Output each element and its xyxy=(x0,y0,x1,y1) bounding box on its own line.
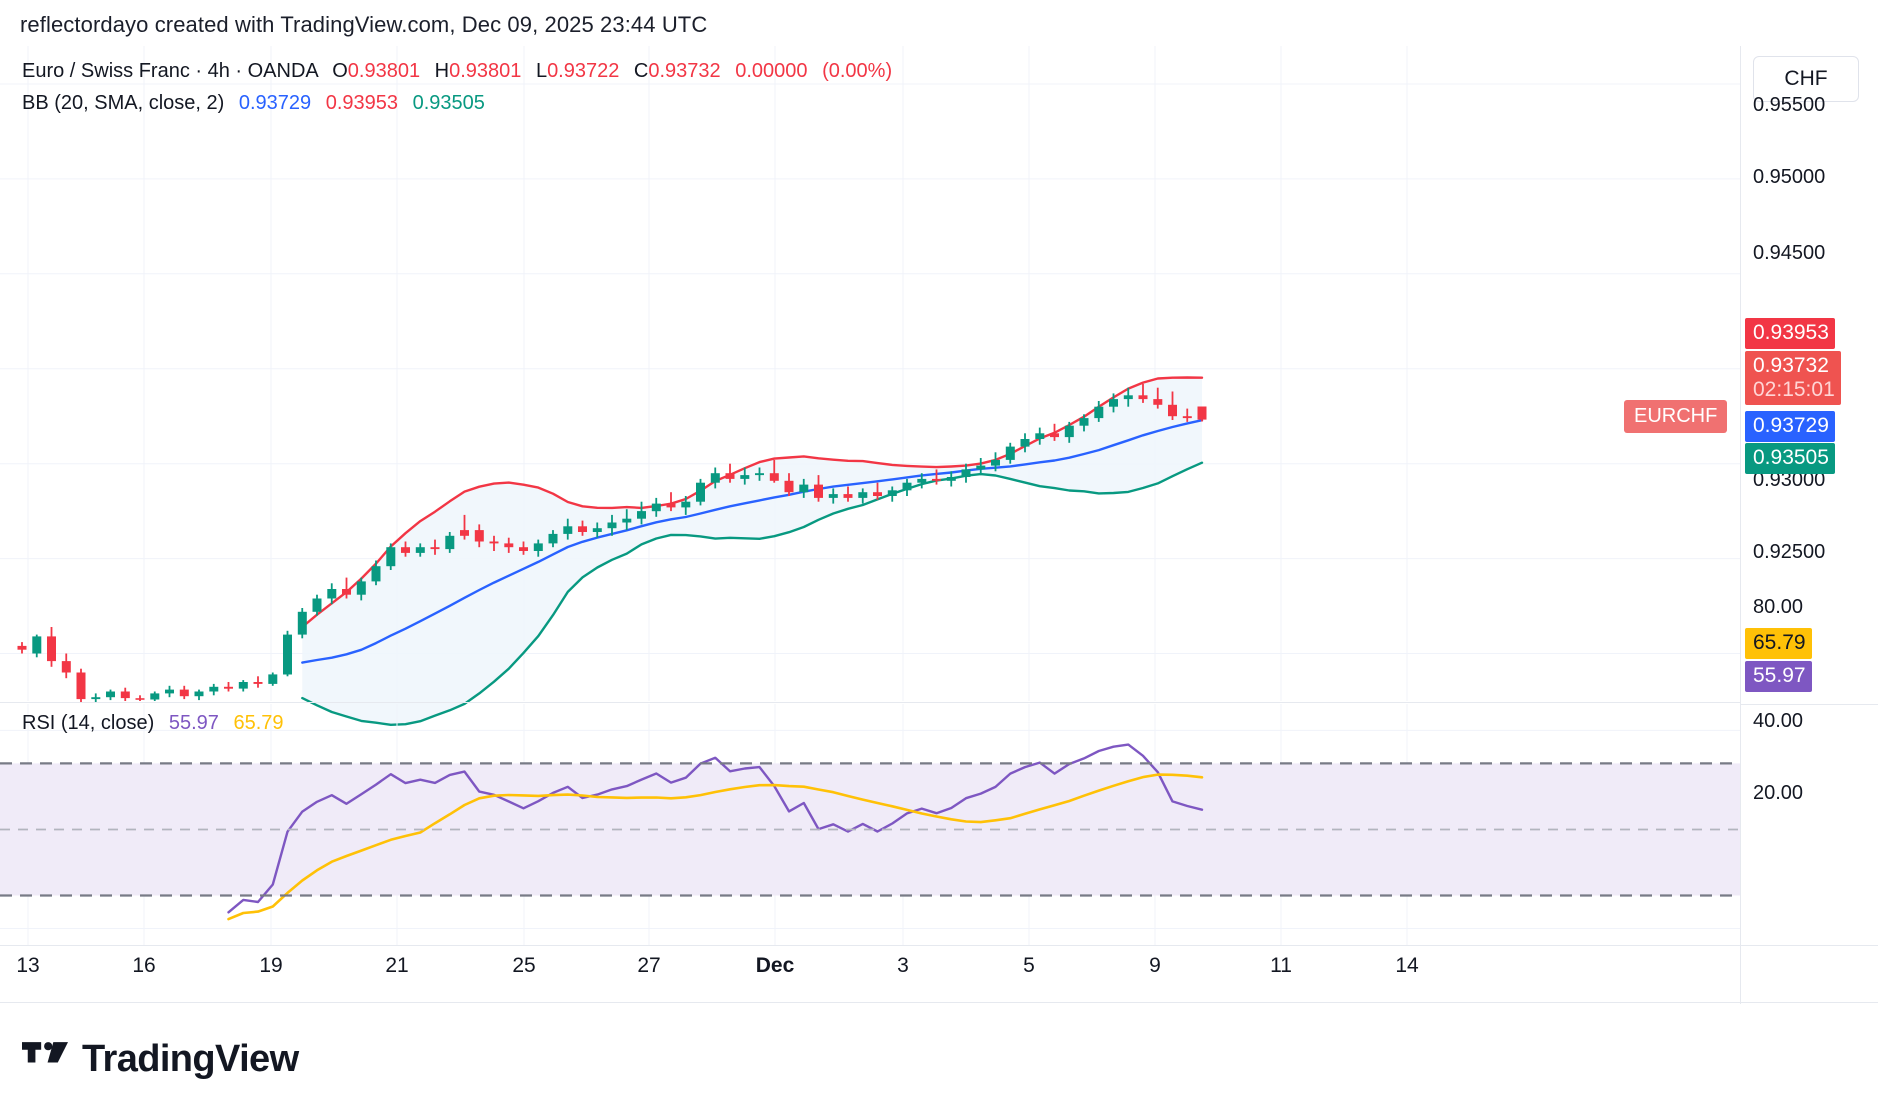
time-axis-label-4: 25 xyxy=(512,954,536,977)
price-tag-bb-upper[interactable]: 0.93953 xyxy=(1745,318,1835,349)
tradingview-wordmark: TradingView xyxy=(82,1038,299,1080)
time-axis-label-5: 27 xyxy=(637,954,661,977)
rsi-indicator-svg xyxy=(0,704,1740,945)
bb-legend-title: BB (20, SMA, close, 2) xyxy=(22,92,225,114)
chart-plot-area[interactable]: RSI (14, close) 55.97 65.79 Euro / Swiss… xyxy=(0,46,1740,945)
ohlc-low-label: L xyxy=(535,60,548,82)
rsi-pane[interactable]: RSI (14, close) 55.97 65.79 xyxy=(0,704,1740,945)
time-axis-label-11: 14 xyxy=(1395,954,1419,977)
time-axis-label-8: 5 xyxy=(1023,954,1035,977)
bar-countdown: 02:15:01 xyxy=(1753,377,1835,401)
rsi-legend-title: RSI (14, close) xyxy=(22,712,155,734)
symbol-price-tag[interactable]: EURCHF xyxy=(1624,400,1728,433)
rsi-tag-ma[interactable]: 65.79 xyxy=(1745,628,1812,659)
time-axis-label-7: 3 xyxy=(897,954,909,977)
time-axis-label-1: 16 xyxy=(132,954,156,977)
rsi-tick-1: 40.00 xyxy=(1753,710,1804,732)
price-tag-bb-basis[interactable]: 0.93729 xyxy=(1745,411,1835,442)
time-axis-label-10: 11 xyxy=(1270,954,1292,977)
attribution-text: reflectordayo created with TradingView.c… xyxy=(20,12,708,37)
rsi-legend-ma-value: 65.79 xyxy=(233,712,284,734)
price-tick-4: 0.92500 xyxy=(1753,541,1826,563)
bb-lower-value: 0.93505 xyxy=(412,92,485,114)
time-axis-label-3: 21 xyxy=(385,954,409,977)
ohlc-open-value: 0.93801 xyxy=(347,60,421,82)
time-axis-label-9: 9 xyxy=(1149,954,1161,977)
pane-separator xyxy=(0,702,1740,703)
price-pane[interactable] xyxy=(0,46,1740,726)
time-axis-label-0: 13 xyxy=(16,954,40,977)
price-tick-1: 0.95000 xyxy=(1753,166,1826,188)
rsi-tick-2: 20.00 xyxy=(1753,782,1804,804)
tradingview-logo[interactable]: TradingView xyxy=(22,1038,299,1081)
price-candlestick-svg xyxy=(0,46,1740,726)
last-price-value: 0.93732 xyxy=(1753,354,1829,377)
bb-upper-value: 0.93953 xyxy=(325,92,399,114)
time-axis[interactable]: 13 16 19 21 25 27 Dec 3 5 9 11 14 xyxy=(0,945,1878,1004)
ohlc-close-value: 0.93732 xyxy=(648,60,721,82)
symbol-legend[interactable]: Euro / Swiss Franc · 4h · OANDA O0.93801… xyxy=(22,60,892,83)
bollinger-bands-legend[interactable]: BB (20, SMA, close, 2) 0.93729 0.93953 0… xyxy=(22,92,485,115)
price-tick-0: 0.95500 xyxy=(1753,94,1826,116)
rsi-tag-value[interactable]: 55.97 xyxy=(1745,661,1812,692)
price-tag-last-price[interactable]: 0.93732 02:15:01 xyxy=(1745,351,1841,406)
price-tick-2: 0.94500 xyxy=(1753,242,1826,264)
symbol-legend-title: Euro / Swiss Franc · 4h · OANDA xyxy=(22,60,318,82)
price-tick-3: 0.93000 xyxy=(1753,469,1826,491)
price-tag-bb-lower[interactable]: 0.93505 xyxy=(1745,443,1835,474)
ohlc-change-percent: (0.00%) xyxy=(822,60,893,82)
bb-basis-value: 0.93729 xyxy=(238,92,312,114)
time-axis-divider xyxy=(1740,946,1741,1004)
time-axis-label-2: 19 xyxy=(259,954,283,977)
ohlc-change-value: 0.00000 xyxy=(735,60,808,82)
scale-pane-separator xyxy=(1741,704,1878,705)
rsi-legend[interactable]: RSI (14, close) 55.97 65.79 xyxy=(22,712,284,735)
ohlc-high-value: 0.93801 xyxy=(449,60,522,82)
ohlc-low-value: 0.93722 xyxy=(547,60,620,82)
ohlc-close-label: C xyxy=(633,60,649,82)
tradingview-mark-icon xyxy=(22,1041,68,1063)
rsi-legend-value: 55.97 xyxy=(168,712,219,734)
currency-badge[interactable]: CHF xyxy=(1753,56,1859,102)
rsi-tick-0: 80.00 xyxy=(1753,596,1804,618)
ohlc-open-label: O xyxy=(332,60,348,82)
time-axis-label-6: Dec xyxy=(755,954,795,977)
ohlc-high-label: H xyxy=(434,60,450,82)
price-scale[interactable]: CHF 0.95500 0.95000 0.94500 0.93000 0.92… xyxy=(1740,46,1878,945)
